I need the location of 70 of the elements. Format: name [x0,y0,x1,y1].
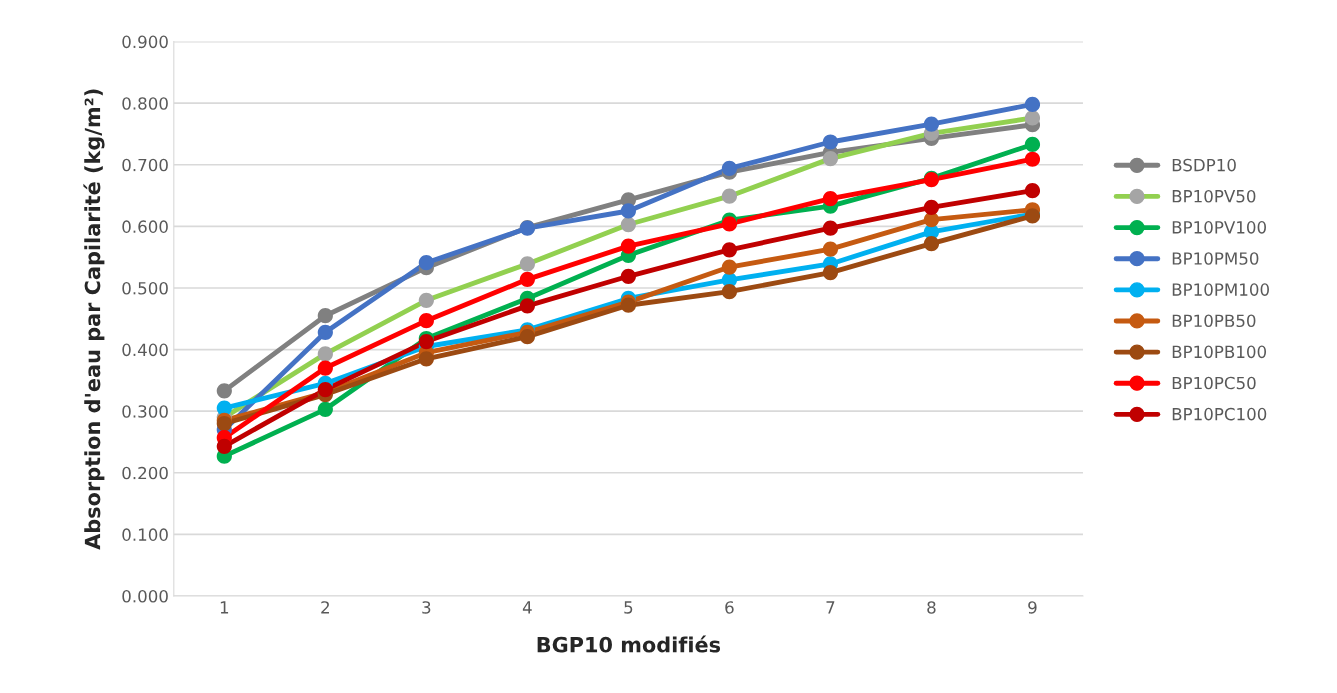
point [721,242,738,258]
y-tick-label: 0.900 [122,35,168,49]
point [923,212,940,228]
point [317,360,333,376]
point [923,236,940,252]
legend-label: BP10PM50 [1172,252,1259,265]
point [822,220,839,236]
point [317,308,333,324]
x-tick-label: 6 [725,601,734,614]
y-tick-label: 0.600 [122,220,168,233]
x-tick-label: 5 [624,601,633,614]
point [721,284,738,300]
point [317,324,333,340]
point [923,199,940,215]
y-tick-label: 0.500 [122,281,168,295]
point [519,329,535,345]
point [620,268,636,284]
x-tick-label: 7 [826,601,835,614]
point [418,313,434,329]
legend-label: BP10PV100 [1172,221,1266,234]
legend-label: BP10PC50 [1172,376,1256,390]
x-tick-label: 3 [422,601,431,614]
y-axis-title: Absorption d'eau par Capilarité (kg/m²) [83,89,105,550]
point [216,438,232,454]
legend-label: BSDP10 [1172,158,1236,172]
point [620,203,636,219]
point [216,383,232,399]
point [923,116,940,132]
point [721,188,738,204]
y-tick-label: 0.200 [122,466,168,480]
x-tick-label: 4 [522,601,532,614]
point [1024,183,1041,199]
point [1024,96,1041,113]
point [418,292,434,308]
point [721,160,738,177]
legend-label: BP10PC100 [1172,407,1267,421]
point [519,271,535,287]
y-tick-label: 0.800 [122,97,168,110]
x-tick-label: 9 [1028,601,1037,614]
point [822,191,839,207]
y-tick-label: 0.100 [122,528,168,541]
x-tick-label: 2 [321,601,329,614]
point [620,238,636,254]
y-tick-label: 0.700 [122,158,168,172]
legend-label: BP10PB100 [1172,345,1267,359]
point [317,346,333,362]
y-tick-label: 0.000 [122,589,168,603]
point [519,298,535,314]
point [1024,151,1041,167]
point [822,264,839,281]
point [822,151,839,167]
point [1024,110,1041,126]
point [317,401,333,417]
legend-label: BP10PM100 [1172,283,1269,296]
point [721,216,738,232]
legend-label: BP10PB50 [1172,314,1256,328]
point [822,241,839,257]
point [620,216,636,233]
point [418,255,434,271]
point [1024,136,1041,153]
x-axis-title: BGP10 modifiés [537,635,721,653]
y-tick-label: 0.400 [122,343,168,357]
x-tick-label: 1 [220,601,229,614]
point [721,259,738,275]
legend-label: BP10PV50 [1172,189,1256,203]
point [822,134,839,150]
x-tick-label: 8 [927,601,936,614]
point [519,256,535,272]
point [418,351,434,367]
y-tick-label: 0.300 [122,405,168,418]
